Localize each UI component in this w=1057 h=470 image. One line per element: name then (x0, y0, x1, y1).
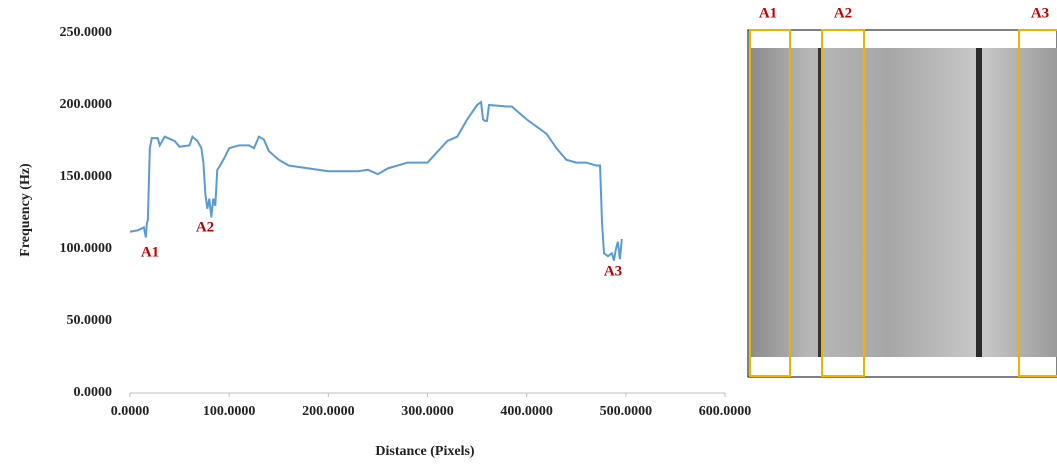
region-box (1018, 29, 1057, 377)
region-label: A3 (1031, 5, 1049, 21)
x-tick-label: 0.0000 (111, 404, 150, 419)
x-tick-label: 300.0000 (401, 404, 454, 419)
region-label: A1 (759, 5, 777, 21)
annotation: A1 (141, 244, 159, 260)
x-tick-label: 500.0000 (600, 404, 653, 419)
y-tick-label: 150.0000 (60, 169, 113, 184)
x-tick-label: 600.0000 (699, 404, 752, 419)
x-tick-label: 400.0000 (500, 404, 553, 419)
image-streak (818, 48, 822, 357)
y-tick-label: 200.0000 (60, 97, 113, 112)
annotation: A3 (604, 263, 622, 279)
region-label: A2 (834, 5, 852, 21)
y-tick-label: 250.0000 (60, 25, 113, 40)
image-panel: A1 A2 A3 (747, 5, 1057, 378)
y-tick-label: 50.0000 (67, 313, 113, 328)
x-tick-label: 100.0000 (203, 404, 256, 419)
x-tick-label: 200.0000 (302, 404, 355, 419)
image (749, 48, 1057, 357)
y-tick-label: 100.0000 (60, 241, 113, 256)
region-box (821, 29, 865, 377)
x-axis-title: Distance (Pixels) (375, 444, 474, 459)
annotation: A2 (196, 219, 214, 235)
image-streak (976, 48, 982, 357)
data-line (129, 100, 623, 261)
y-axis-title: Frequency (Hz) (18, 163, 33, 257)
region-box (749, 29, 791, 377)
y-tick-label: 0.0000 (74, 385, 113, 400)
